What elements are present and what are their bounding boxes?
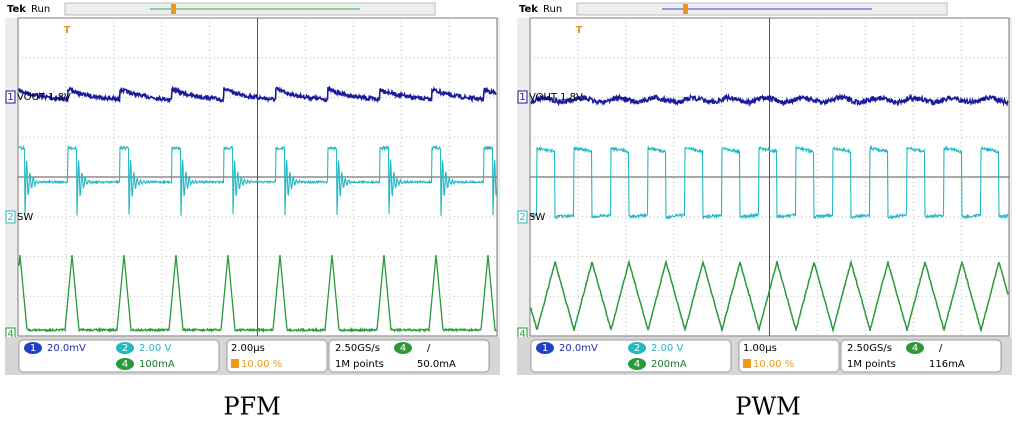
channel-badge: [536, 342, 554, 354]
channel-number: 1: [7, 92, 13, 103]
channel-number: 2: [7, 212, 13, 223]
sample-rate: 2.50GS/s: [847, 343, 892, 354]
badge-number: 1: [30, 343, 36, 354]
badge-number: 1: [542, 343, 548, 354]
trigger-slope: /: [939, 343, 943, 354]
channel-marker: [517, 90, 528, 104]
sw-trace: [530, 144, 1009, 220]
trigger-marker: T: [64, 25, 71, 36]
badge-number: 4: [122, 359, 128, 370]
badge-number: 2: [122, 343, 128, 354]
trigger-level: 116mA: [929, 359, 965, 370]
scope-screen: Tek Run T 1 VOUT 1.8V 2 SW 4 1 20.0mV 2 2.00 V 4 200m…: [517, 0, 1012, 375]
channel-marker: [5, 210, 16, 224]
badge-number: 2: [634, 343, 640, 354]
channel-marker: [517, 210, 528, 224]
channel-badge: [116, 358, 134, 370]
channel-number: 2: [519, 212, 525, 223]
sample-rate: 2.50GS/s: [335, 343, 380, 354]
trigger-icon: [231, 359, 239, 368]
sw-trace: [18, 144, 497, 216]
vout-trace: [18, 85, 497, 104]
badge-number: 4: [400, 343, 406, 354]
channel-number: 4: [7, 329, 13, 340]
channel-badge: [394, 342, 412, 354]
record-length: 1M points: [335, 359, 384, 370]
brand: Tek: [7, 4, 26, 15]
current-trace: [18, 254, 497, 334]
trigger-marker: T: [576, 25, 583, 36]
scope-screen: Tek Run T 1 VOUT 1.8V 2 SW 4 1 20.0mV 2 2.00 V 4 100m…: [5, 0, 500, 375]
channel-marker: [5, 90, 16, 104]
ch1-scale: 20.0mV: [47, 343, 86, 354]
ch4-scale: 100mA: [139, 359, 175, 370]
info-box: [18, 339, 220, 373]
channel-badge: [24, 342, 42, 354]
ch2-scale: 2.00 V: [139, 343, 171, 354]
current-trace: [530, 259, 1009, 334]
channel-label: VOUT 1.8V: [17, 92, 71, 103]
timebase: 2.00µs: [231, 343, 265, 354]
channel-label: VOUT 1.8V: [529, 92, 583, 103]
channel-badge: [628, 358, 646, 370]
channel-number: 4: [519, 329, 525, 340]
vout-trace: [530, 92, 1009, 108]
channel-label: SW: [529, 212, 545, 223]
trigger-slope: /: [427, 343, 431, 354]
channel-label: SW: [17, 212, 33, 223]
record-length: 1M points: [847, 359, 896, 370]
channel-number: 1: [519, 92, 525, 103]
trigger-position: 10.00 %: [753, 359, 794, 370]
brand: Tek: [519, 4, 538, 15]
channel-badge: [906, 342, 924, 354]
ch2-scale: 2.00 V: [651, 343, 683, 354]
badge-number: 4: [912, 343, 918, 354]
info-box: [226, 339, 328, 373]
channel-badge: [116, 342, 134, 354]
trigger-icon: [743, 359, 751, 368]
timebase: 1.00µs: [743, 343, 777, 354]
channel-badge: [628, 342, 646, 354]
run-status: Run: [543, 4, 562, 15]
caption: PWM: [735, 393, 800, 421]
ch1-scale: 20.0mV: [559, 343, 598, 354]
trigger-pos: [683, 4, 688, 14]
caption: PFM: [223, 393, 280, 421]
info-box: [328, 339, 490, 373]
trigger-position: 10.00 %: [241, 359, 282, 370]
trigger-level: 50.0mA: [417, 359, 456, 370]
run-status: Run: [31, 4, 50, 15]
trigger-pos: [171, 4, 176, 14]
info-box: [530, 339, 732, 373]
badge-number: 4: [634, 359, 640, 370]
ch4-scale: 200mA: [651, 359, 687, 370]
info-box: [738, 339, 840, 373]
info-box: [840, 339, 1002, 373]
